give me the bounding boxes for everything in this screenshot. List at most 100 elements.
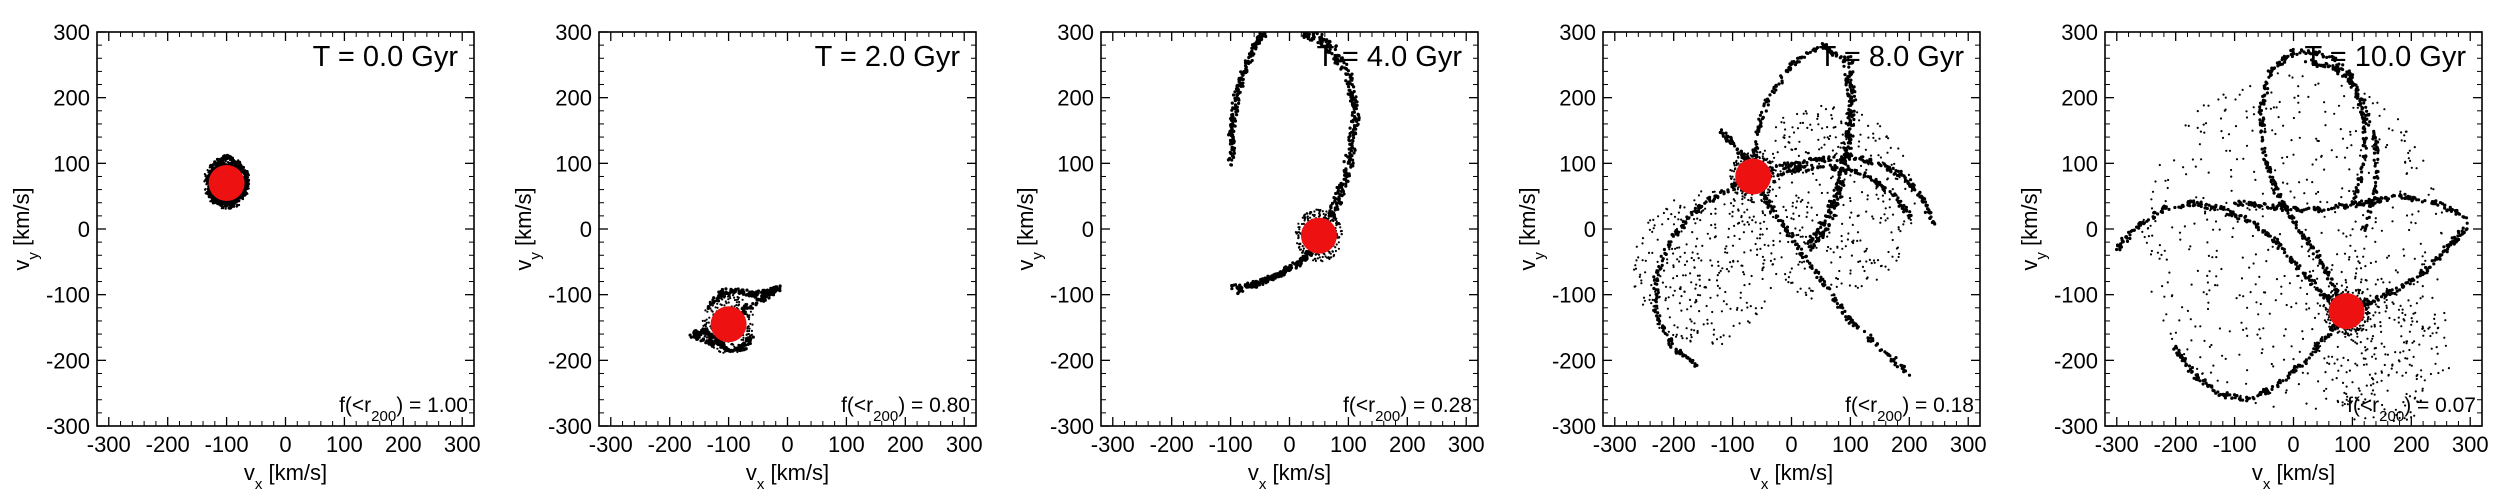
stream-particle	[1844, 245, 1847, 248]
stream-particle	[236, 204, 239, 207]
stream-particle	[1767, 244, 1770, 247]
stream-particle	[211, 197, 215, 201]
stream-particle	[1750, 274, 1753, 278]
stream-particle	[1780, 121, 1783, 124]
stream-particle	[1897, 228, 1900, 231]
stream-particle	[1846, 131, 1849, 134]
stream-particle	[744, 313, 747, 316]
x-tick-label: 300	[1448, 432, 1485, 457]
stream-particle	[1916, 193, 1920, 197]
stream-particle	[1755, 154, 1758, 157]
stream-particle	[1296, 260, 1300, 264]
stream-particle	[235, 200, 238, 203]
stream-particle	[1800, 165, 1803, 168]
y-tick-label: 200	[53, 86, 90, 111]
stream-particle	[1672, 223, 1676, 226]
stream-particle	[718, 297, 721, 300]
stream-particle	[1673, 324, 1676, 327]
stream-particle	[1352, 89, 1356, 94]
stream-particle	[1739, 153, 1743, 156]
stream-particle	[1656, 307, 1659, 310]
stream-particle	[1661, 329, 1665, 333]
stream-particle	[1829, 134, 1832, 138]
stream-particle	[1779, 172, 1783, 176]
stream-particle	[1834, 186, 1838, 190]
stream-particle	[1825, 47, 1829, 51]
stream-particle	[1656, 290, 1660, 295]
stream-particle	[745, 288, 749, 292]
stream-particle	[1778, 163, 1782, 167]
stream-particle	[1812, 47, 1816, 51]
stream-particle	[1315, 208, 1318, 211]
stream-particle	[1296, 262, 1300, 267]
stream-particle	[733, 349, 736, 352]
stream-particle	[1350, 113, 1354, 117]
stream-particle	[1869, 154, 1873, 157]
stream-particle	[1828, 287, 1832, 291]
stream-particle	[1860, 191, 1864, 194]
stream-particle	[1334, 191, 1338, 196]
stream-particle	[1653, 310, 1657, 314]
stream-particle	[1662, 269, 1666, 272]
stream-particle	[744, 337, 748, 340]
stream-particle	[1640, 279, 1643, 282]
stream-particle	[1679, 224, 1683, 227]
stream-particle	[1814, 239, 1818, 244]
stream-particle	[1338, 223, 1341, 226]
stream-particle	[207, 171, 210, 174]
stream-particle	[224, 160, 227, 163]
stream-particle	[720, 287, 725, 292]
stream-particle	[1891, 188, 1894, 191]
stream-particle	[1868, 258, 1871, 261]
stream-particle	[1742, 231, 1745, 234]
stream-particle	[709, 304, 712, 307]
stream-particle	[694, 336, 698, 340]
stream-particle	[1741, 195, 1744, 198]
stream-particle	[1339, 56, 1343, 61]
stream-particle	[1849, 88, 1853, 92]
stream-particle	[1231, 137, 1235, 141]
stream-particle	[1651, 298, 1654, 301]
stream-particle	[723, 304, 726, 307]
stream-particle	[1869, 162, 1872, 165]
stream-particle	[1322, 44, 1326, 48]
y-tick-label: 0	[1082, 217, 1094, 242]
stream-particle	[1712, 198, 1716, 202]
stream-particle	[1690, 320, 1693, 323]
stream-particle	[1746, 208, 1749, 211]
stream-particle	[1866, 194, 1869, 197]
stream-particle	[751, 335, 755, 339]
x-tick-label: 300	[444, 432, 481, 457]
stream-particle	[1765, 159, 1768, 162]
stream-particle	[1713, 236, 1716, 239]
stream-particle	[1328, 215, 1331, 218]
stream-particle	[1817, 221, 1820, 224]
stream-particle	[1765, 227, 1768, 230]
stream-particle	[1340, 233, 1343, 236]
stream-particle	[1303, 254, 1307, 257]
stream-particle	[1352, 105, 1356, 109]
x-tick-label: -200	[1150, 432, 1194, 457]
stream-particle	[756, 297, 760, 301]
stream-particle	[744, 339, 747, 342]
stream-particle	[1780, 81, 1784, 85]
stream-particle	[1832, 251, 1835, 254]
stream-particle	[734, 288, 738, 292]
stream-particle	[725, 302, 728, 305]
stream-particle	[1818, 183, 1821, 186]
stream-particle	[220, 157, 223, 160]
stream-particle	[1903, 220, 1906, 223]
stream-particle	[1289, 264, 1293, 268]
stream-particle	[1727, 236, 1730, 239]
stream-particle	[1745, 153, 1749, 156]
stream-particle	[1771, 188, 1774, 191]
stream-particle	[1852, 94, 1856, 98]
stream-particle	[711, 336, 714, 339]
stream-particle	[1766, 161, 1770, 164]
stream-particle	[1770, 206, 1775, 210]
stream-particle	[1856, 286, 1859, 289]
stream-particle	[1352, 151, 1356, 155]
stream-particle	[1821, 43, 1825, 47]
stream-particle	[1848, 127, 1852, 131]
stream-particle	[1244, 69, 1248, 73]
